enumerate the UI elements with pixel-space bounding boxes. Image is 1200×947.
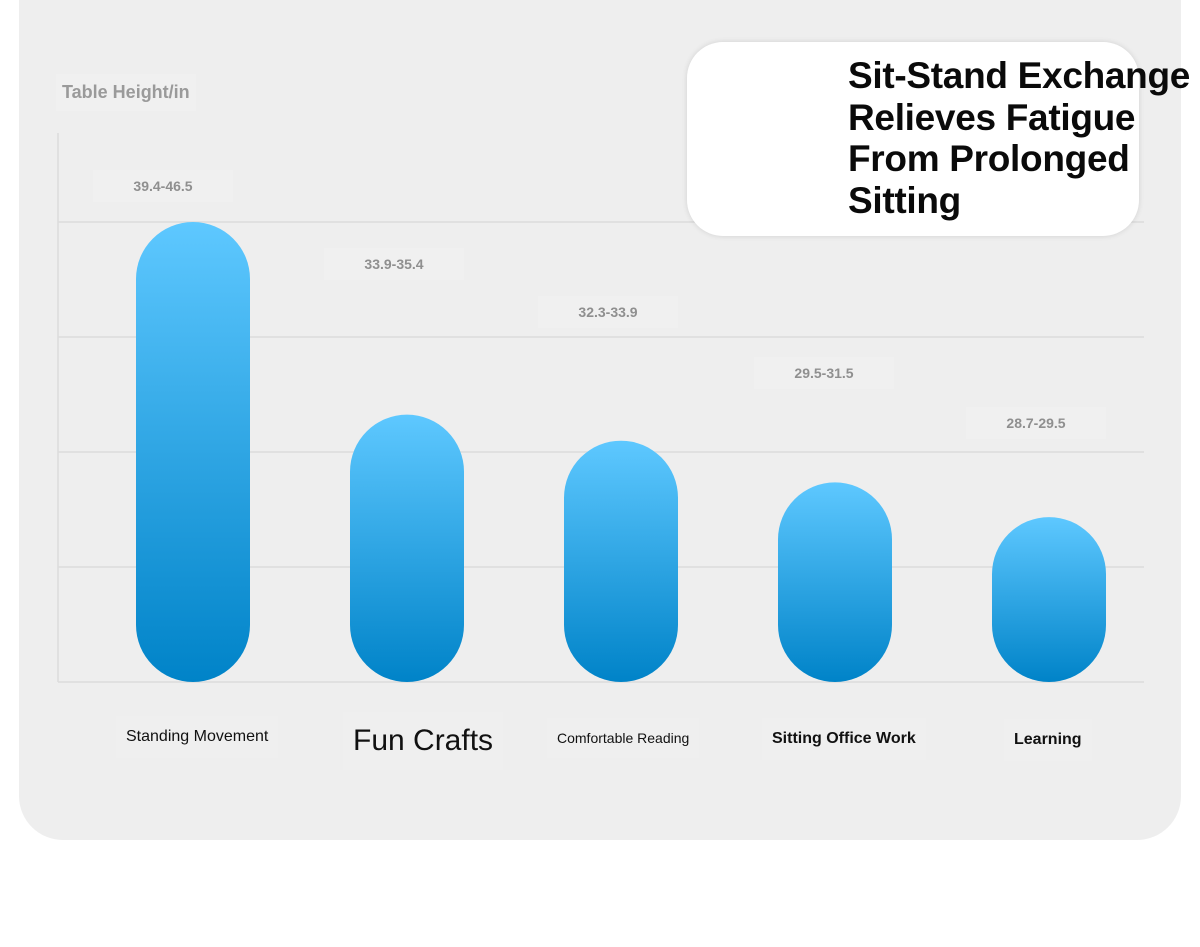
y-axis-label: Table Height/in bbox=[56, 74, 196, 111]
value-label-fun-crafts: 33.9-35.4 bbox=[324, 248, 464, 280]
category-label-comfortable-reading: Comfortable Reading bbox=[547, 718, 700, 758]
value-label-learning: 28.7-29.5 bbox=[966, 407, 1106, 439]
value-label-standing-movement: 39.4-46.5 bbox=[93, 170, 233, 202]
bar-fun-crafts bbox=[350, 414, 464, 682]
bar-comfortable-reading bbox=[564, 440, 678, 682]
bars bbox=[136, 222, 1106, 682]
category-label-learning: Learning bbox=[1004, 719, 1092, 761]
category-label-sitting-office-work: Sitting Office Work bbox=[762, 718, 926, 760]
value-label-comfortable-reading: 32.3-33.9 bbox=[538, 296, 678, 328]
title-card bbox=[687, 42, 1139, 236]
category-label-fun-crafts: Fun Crafts bbox=[343, 712, 504, 770]
bar-sitting-office-work bbox=[778, 482, 892, 682]
bar-learning bbox=[992, 517, 1106, 682]
value-label-sitting-office-work: 29.5-31.5 bbox=[754, 357, 894, 389]
chart-title: Sit-Stand Exchange Relieves Fatigue From… bbox=[848, 55, 1191, 221]
category-label-standing-movement: Standing Movement bbox=[116, 716, 279, 758]
bar-standing-movement bbox=[136, 222, 250, 682]
